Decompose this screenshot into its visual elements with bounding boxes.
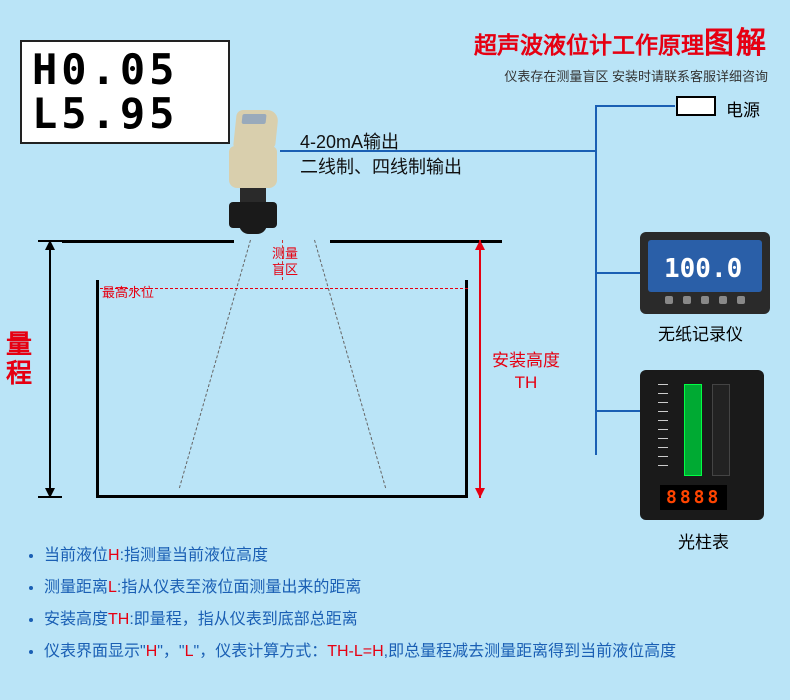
- recorder-buttons: [648, 296, 762, 304]
- install-height-arrow: [470, 240, 490, 498]
- install-height-label: 安装高度 TH: [492, 350, 560, 394]
- wire-to-bargraph: [595, 410, 641, 412]
- bargraph-digits: 8888: [660, 485, 727, 510]
- wire-sensor-out: [280, 150, 597, 152]
- output-spec: 4-20mA输出 二线制、四线制输出: [300, 130, 462, 180]
- title-emphasis: 图解: [704, 27, 768, 60]
- range-arrow: [40, 240, 60, 498]
- sensor-neck: [240, 188, 266, 202]
- wire-to-power: [595, 105, 675, 107]
- bargraph-column-2: [712, 384, 730, 476]
- lcd-line-1: H0.05: [32, 48, 218, 92]
- sensor-transducer: [229, 202, 277, 228]
- subtitle: 仪表存在测量盲区 安装时请联系客服详细咨询: [474, 66, 768, 85]
- tank-rim-left: [62, 240, 234, 243]
- range-label: 量 程: [6, 330, 36, 387]
- title-block: 超声波液位计工作原理图解 仪表存在测量盲区 安装时请联系客服详细咨询: [474, 18, 768, 85]
- note-2: 测量距离L:指从仪表至液位面测量出来的距离: [44, 572, 676, 604]
- notes-list: 当前液位H:指测量当前液位高度 测量距离L:指从仪表至液位面测量出来的距离 安装…: [26, 540, 676, 668]
- note-1: 当前液位H:指测量当前液位高度: [44, 540, 676, 572]
- wire-bus: [595, 105, 597, 455]
- bargraph-label: 光柱表: [678, 528, 729, 553]
- wire-to-recorder: [595, 272, 641, 274]
- bargraph-column-1: [684, 384, 702, 476]
- main-title: 超声波液位计工作原理图解: [474, 18, 768, 62]
- lcd-display: H0.05 L5.95: [20, 40, 230, 144]
- sensor-top: [233, 110, 279, 148]
- title-text: 超声波液位计工作原理: [474, 32, 704, 58]
- max-level-line: [100, 288, 468, 289]
- output-line-2: 二线制、四线制输出: [300, 155, 462, 180]
- paperless-recorder: 100.0: [640, 232, 770, 314]
- max-level-label: 最高水位: [102, 282, 154, 301]
- recorder-value: 100.0: [664, 254, 742, 284]
- power-box-icon: [676, 96, 716, 116]
- note-3: 安装高度TH:即量程，指从仪表到底部总距离: [44, 604, 676, 636]
- sensor-body: [229, 146, 277, 188]
- lcd-line-2: L5.95: [32, 92, 218, 136]
- recorder-screen: 100.0: [648, 240, 762, 292]
- bargraph-scale: [658, 384, 664, 472]
- tank-walls: [96, 280, 468, 498]
- power-label: 电源: [726, 96, 760, 121]
- recorder-label: 无纸记录仪: [658, 320, 743, 345]
- note-4: 仪表界面显示"H"，"L"，仪表计算方式：TH-L=H,即总量程减去测量距离得到…: [44, 636, 676, 668]
- ultrasonic-sensor: [225, 110, 280, 225]
- bargraph-meter: 8888: [640, 370, 764, 520]
- tank-diagram: 测量 盲区 最高水位: [62, 240, 502, 500]
- blind-zone-label: 测量 盲区: [272, 246, 298, 277]
